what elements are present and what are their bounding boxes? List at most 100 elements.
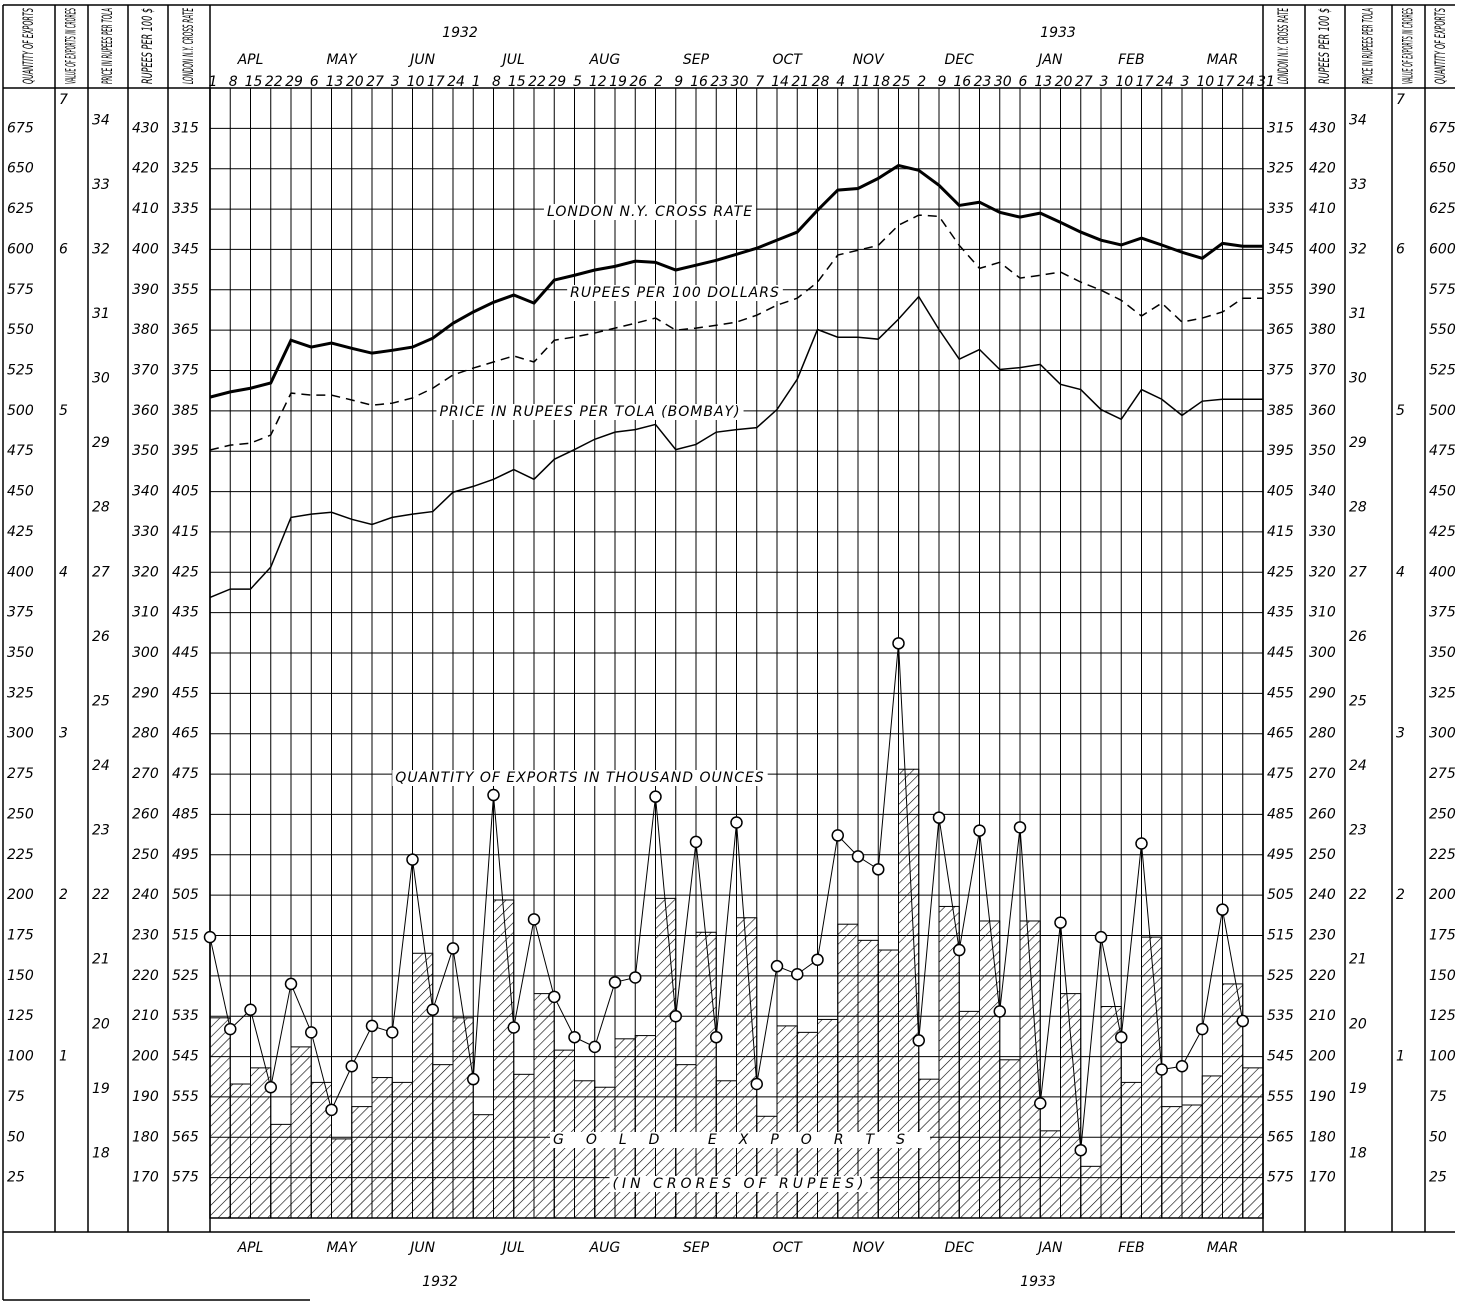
week-label: 1 xyxy=(209,74,218,90)
y-tick-label: 220 xyxy=(1309,968,1336,984)
y-tick-label: 50 xyxy=(7,1129,25,1145)
y-tick-label: 270 xyxy=(1309,766,1336,782)
week-label: 19 xyxy=(609,74,627,90)
y-tick-label: 18 xyxy=(1349,1145,1367,1161)
y-tick-label: 495 xyxy=(1267,847,1294,863)
axis-title: RUPEES PER 100 $ xyxy=(140,8,156,84)
data-point xyxy=(892,637,905,650)
data-point xyxy=(1196,1022,1209,1036)
bar xyxy=(1019,920,1041,1219)
data-point xyxy=(770,959,784,973)
y-tick-label: 220 xyxy=(132,968,159,984)
month-label: NOV xyxy=(853,52,885,68)
bar xyxy=(877,949,899,1219)
week-label: 17 xyxy=(1217,74,1235,90)
week-label: 20 xyxy=(346,74,364,90)
year-label: 1933 xyxy=(1040,25,1076,41)
series-label: QUANTITY OF EXPORTS IN THOUSAND OUNCES xyxy=(395,770,764,786)
y-tick-label: 33 xyxy=(1349,177,1367,193)
y-tick-label: 75 xyxy=(7,1089,25,1105)
y-tick-label: 26 xyxy=(92,629,110,645)
bar xyxy=(837,923,859,1219)
y-tick-label: 150 xyxy=(7,968,34,984)
month-label: OCT xyxy=(772,52,803,68)
y-tick-label: 2 xyxy=(59,887,68,903)
month-label: OCT xyxy=(772,1240,803,1256)
y-tick-label: 650 xyxy=(1429,161,1456,177)
y-tick-label: 525 xyxy=(1267,968,1294,984)
data-point xyxy=(993,1005,1006,1018)
y-tick-label: 28 xyxy=(92,500,110,516)
bar xyxy=(432,1064,454,1219)
data-point xyxy=(224,1022,237,1036)
y-tick-label: 405 xyxy=(172,484,199,500)
y-tick-label: 430 xyxy=(1309,120,1336,136)
y-tick-label: 180 xyxy=(132,1129,159,1145)
data-point xyxy=(325,1103,338,1117)
data-point xyxy=(568,1030,581,1044)
bar xyxy=(209,1017,231,1219)
y-tick-label: 400 xyxy=(132,241,159,257)
y-tick-label: 280 xyxy=(1309,726,1336,742)
y-tick-label: 21 xyxy=(1349,952,1367,968)
y-tick-label: 400 xyxy=(7,564,34,580)
y-tick-label: 515 xyxy=(172,928,199,944)
y-tick-label: 355 xyxy=(172,282,199,298)
y-tick-label: 170 xyxy=(1309,1170,1336,1186)
data-point xyxy=(203,930,217,944)
y-tick-label: 32 xyxy=(92,241,110,257)
bar xyxy=(391,1081,413,1219)
week-label: 9 xyxy=(938,74,947,90)
axis-title: PRICE IN RUPEES PER TOLA xyxy=(100,8,116,84)
y-tick-label: 26 xyxy=(1349,629,1367,645)
y-tick-label: 550 xyxy=(1429,322,1456,338)
data-point xyxy=(1175,1060,1189,1073)
y-tick-label: 375 xyxy=(1429,605,1456,621)
data-point xyxy=(1054,916,1067,929)
week-label: 28 xyxy=(812,74,830,90)
y-tick-label: 400 xyxy=(1309,241,1336,257)
week-label: 8 xyxy=(229,74,238,90)
y-tick-label: 260 xyxy=(132,806,159,822)
y-tick-label: 1 xyxy=(1396,1049,1405,1065)
week-label: 23 xyxy=(710,74,728,90)
month-label: MAR xyxy=(1207,52,1238,68)
y-tick-label: 370 xyxy=(132,363,159,379)
y-tick-label: 455 xyxy=(172,685,199,701)
y-tick-label: 200 xyxy=(7,887,34,903)
week-label: 2 xyxy=(917,74,926,90)
y-tick-label: 7 xyxy=(1396,92,1405,108)
bar xyxy=(1181,1104,1203,1219)
y-tick-label: 515 xyxy=(1267,928,1294,944)
data-point xyxy=(244,1003,257,1017)
data-point xyxy=(1013,821,1027,834)
data-point xyxy=(730,816,743,829)
y-tick-label: 320 xyxy=(132,564,159,580)
y-tick-label: 19 xyxy=(1349,1081,1367,1097)
y-tick-label: 25 xyxy=(1349,693,1367,709)
y-tick-label: 3 xyxy=(59,726,68,742)
y-tick-label: 575 xyxy=(172,1170,199,1186)
y-tick-label: 5 xyxy=(59,403,68,419)
data-point xyxy=(426,1003,439,1017)
bar xyxy=(898,768,920,1219)
label-background xyxy=(543,204,757,220)
y-tick-label: 29 xyxy=(92,435,110,451)
y-tick-label: 365 xyxy=(172,322,199,338)
y-tick-label: 425 xyxy=(1267,564,1294,580)
week-label: 27 xyxy=(1075,74,1093,90)
y-tick-label: 625 xyxy=(7,201,34,217)
y-tick-label: 525 xyxy=(172,968,199,984)
data-point xyxy=(669,1009,682,1023)
y-tick-label: 600 xyxy=(7,241,34,257)
bar xyxy=(574,1080,596,1219)
bar xyxy=(493,899,515,1219)
bar xyxy=(290,1046,312,1219)
week-label: 29 xyxy=(548,74,566,90)
week-label: 12 xyxy=(589,74,607,90)
bar xyxy=(594,1086,616,1219)
data-point xyxy=(608,976,622,989)
y-tick-label: 20 xyxy=(1349,1016,1367,1032)
y-tick-label: 22 xyxy=(1349,887,1367,903)
week-label: 14 xyxy=(771,74,789,90)
